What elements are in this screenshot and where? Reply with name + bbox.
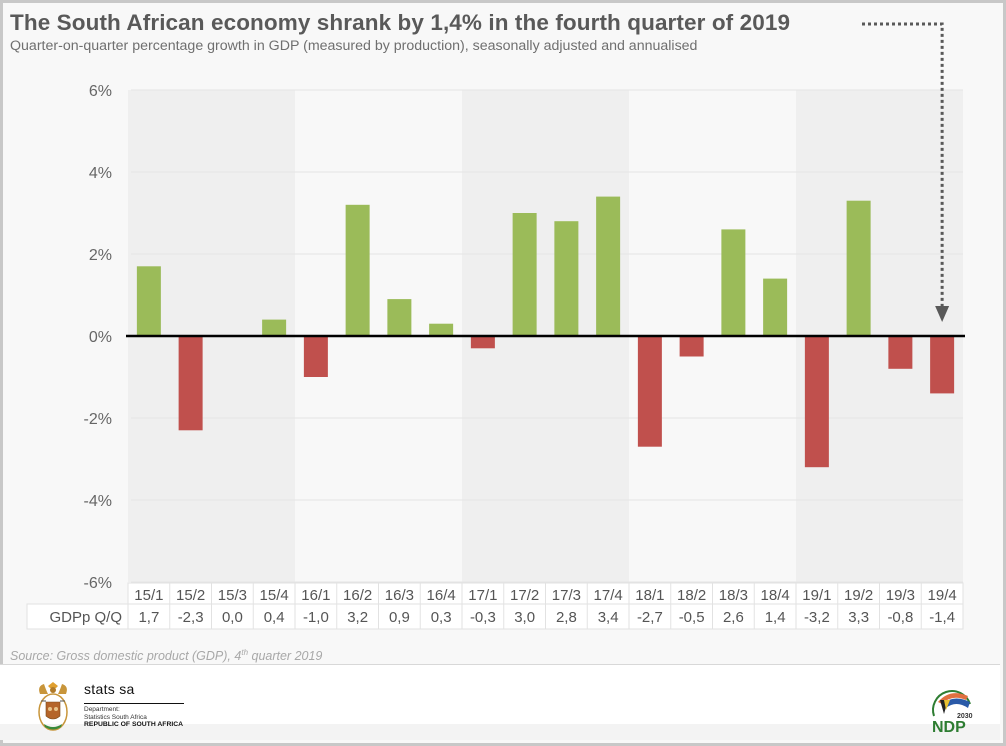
bar-17-1 [470, 336, 495, 349]
source-note: Source: Gross domestic product (GDP), 4t… [10, 648, 322, 663]
chart-title: The South African economy shrank by 1,4%… [10, 10, 791, 35]
chart-subtitle: Quarter-on-quarter percentage growth in … [10, 38, 698, 54]
bar-18-3 [721, 229, 746, 336]
bar-19-2 [846, 200, 871, 336]
bar-18-2 [679, 336, 704, 357]
dept-line-3: REPUBLIC OF SOUTH AFRICA [84, 721, 184, 728]
bar-17-4 [596, 196, 621, 336]
table-category: 18/1 [635, 587, 664, 604]
y-tick-label: -4% [84, 493, 112, 510]
bar-16-2 [345, 204, 370, 336]
table-category: 16/3 [385, 587, 414, 604]
table-value: 3,0 [514, 609, 535, 626]
stats-department: Department: Statistics South Africa REPU… [84, 706, 183, 729]
table-value: 0,9 [389, 609, 410, 626]
table-value: 0,4 [264, 609, 285, 626]
table-value: 2,8 [556, 609, 577, 626]
table-category: 15/2 [176, 587, 205, 604]
y-tick-label: 2% [89, 247, 112, 264]
ndp-text: NDP [932, 719, 966, 734]
bar-16-4 [429, 323, 454, 336]
table-value: -2,3 [178, 609, 204, 626]
table-row-label: GDPp Q/Q [49, 609, 122, 626]
table-value: 1,4 [765, 609, 786, 626]
table-category: 17/1 [468, 587, 497, 604]
bar-16-3 [387, 299, 412, 336]
bar-16-1 [303, 336, 328, 377]
table-category: 18/4 [761, 587, 790, 604]
table-value: -1,4 [929, 609, 955, 626]
bars [136, 196, 955, 468]
dept-line-1: Department: [84, 706, 120, 713]
ndp-2030-logo-icon: 2030 NDP [932, 690, 973, 734]
y-tick-label: 0% [89, 329, 112, 346]
y-tick-label: -2% [84, 411, 112, 428]
stats-sa-wordmark: stats sa [84, 681, 135, 697]
table-category: 16/4 [427, 587, 456, 604]
bar-17-2 [512, 213, 537, 336]
table-value: 0,0 [222, 609, 243, 626]
table-category: 19/4 [928, 587, 957, 604]
table-category: 15/1 [134, 587, 163, 604]
table-value: -3,2 [804, 609, 830, 626]
table-category: 15/3 [218, 587, 247, 604]
table-row-values-bg [26, 603, 964, 630]
table-value: 0,3 [431, 609, 452, 626]
arrowhead-icon [935, 306, 950, 322]
table-category: 18/2 [677, 587, 706, 604]
table-category: 19/1 [802, 587, 831, 604]
coat-of-arms-icon [38, 682, 68, 731]
table-category: 15/4 [260, 587, 289, 604]
table-value: -0,3 [470, 609, 496, 626]
table-category: 16/2 [343, 587, 372, 604]
annotation-dotted-line [862, 22, 944, 306]
table-value: -0,5 [679, 609, 705, 626]
data-table: GDPp Q/Q 15/1 1,7 15/2 -2,3 15/3 0,0 15/4 0,4 16/… [26, 582, 964, 630]
table-category: 19/3 [886, 587, 915, 604]
y-tick-label: 6% [89, 83, 112, 100]
table-value: 1,7 [138, 609, 159, 626]
bar-18-1 [637, 336, 662, 447]
y-axis: 6% 4% 2% 0% -2% -4% -6% [84, 83, 112, 592]
table-value: 3,2 [347, 609, 368, 626]
bar-15-4 [262, 319, 287, 336]
table-value: -2,7 [637, 609, 663, 626]
table-value: 2,6 [723, 609, 744, 626]
bar-17-3 [554, 221, 579, 336]
annotation-arrow [862, 22, 950, 322]
table-category: 18/3 [719, 587, 748, 604]
source-sup: th [241, 648, 249, 657]
bar-15-1 [136, 266, 161, 336]
y-tick-label: 4% [89, 165, 112, 182]
table-category: 19/2 [844, 587, 873, 604]
bar-19-3 [888, 336, 913, 369]
table-value: -1,0 [303, 609, 329, 626]
stats-divider [84, 703, 184, 704]
bar-19-1 [804, 336, 829, 468]
table-category: 17/3 [552, 587, 581, 604]
source-suffix: quarter 2019 [248, 649, 323, 664]
table-category: 17/2 [510, 587, 539, 604]
bar-19-4 [930, 336, 955, 394]
dept-line-2: Statistics South Africa [84, 713, 147, 721]
bar-15-2 [178, 336, 203, 431]
footer-strip [0, 724, 1000, 740]
table-category: 17/4 [594, 587, 623, 604]
ndp-year: 2030 [957, 713, 973, 720]
source-text: Source: Gross domestic product (GDP), 4 [10, 649, 242, 664]
y-tick-label: -6% [84, 575, 112, 592]
table-value: 3,4 [598, 609, 619, 626]
footer [0, 664, 1000, 725]
bar-18-4 [763, 278, 788, 336]
table-value: 3,3 [848, 609, 869, 626]
table-value: -0,8 [887, 609, 913, 626]
table-category: 16/1 [301, 587, 330, 604]
